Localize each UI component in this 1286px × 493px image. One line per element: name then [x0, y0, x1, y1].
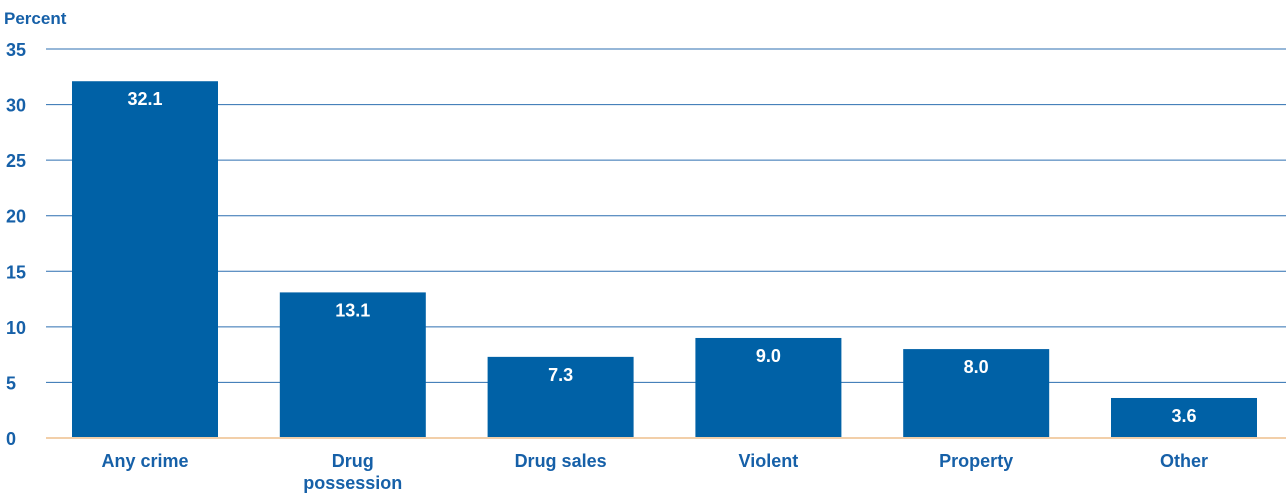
y-tick-label: 20: [6, 207, 26, 227]
bar: [903, 349, 1050, 438]
y-tick-labels: 0 5 10 15 20 25 30 35: [6, 40, 26, 449]
bars: [72, 81, 1257, 438]
bar: [695, 337, 842, 438]
bar: [279, 292, 426, 438]
bar: [487, 356, 634, 438]
value-label: 9.0: [756, 346, 781, 366]
y-tick-label: 35: [6, 40, 26, 60]
value-label: 13.1: [335, 300, 370, 320]
y-tick-label: 5: [6, 373, 16, 393]
gridlines: [46, 48, 1286, 383]
value-label: 7.3: [548, 365, 573, 385]
value-labels: 32.1 13.1 7.3 9.0 8.0 3.6: [127, 89, 1196, 426]
category-label: Violent: [739, 451, 799, 471]
value-label: 8.0: [964, 357, 989, 377]
y-tick-label: 15: [6, 262, 26, 282]
category-label: Drug sales: [515, 451, 607, 471]
y-tick-label: 30: [6, 96, 26, 116]
bar: [72, 81, 218, 438]
category-labels: Any crime Drug possession Drug sales Violent…: [101, 451, 1208, 493]
category-label: Drug possession: [303, 451, 402, 493]
value-label: 32.1: [127, 89, 162, 109]
value-label: 3.6: [1171, 406, 1196, 426]
y-axis-title: Percent: [4, 9, 67, 28]
category-label: Other: [1160, 451, 1208, 471]
bar: [1111, 397, 1257, 438]
y-tick-label: 10: [6, 318, 26, 338]
category-label: Any crime: [101, 451, 188, 471]
y-tick-label: 0: [6, 429, 16, 449]
category-label: Property: [939, 451, 1013, 471]
y-tick-label: 25: [6, 151, 26, 171]
